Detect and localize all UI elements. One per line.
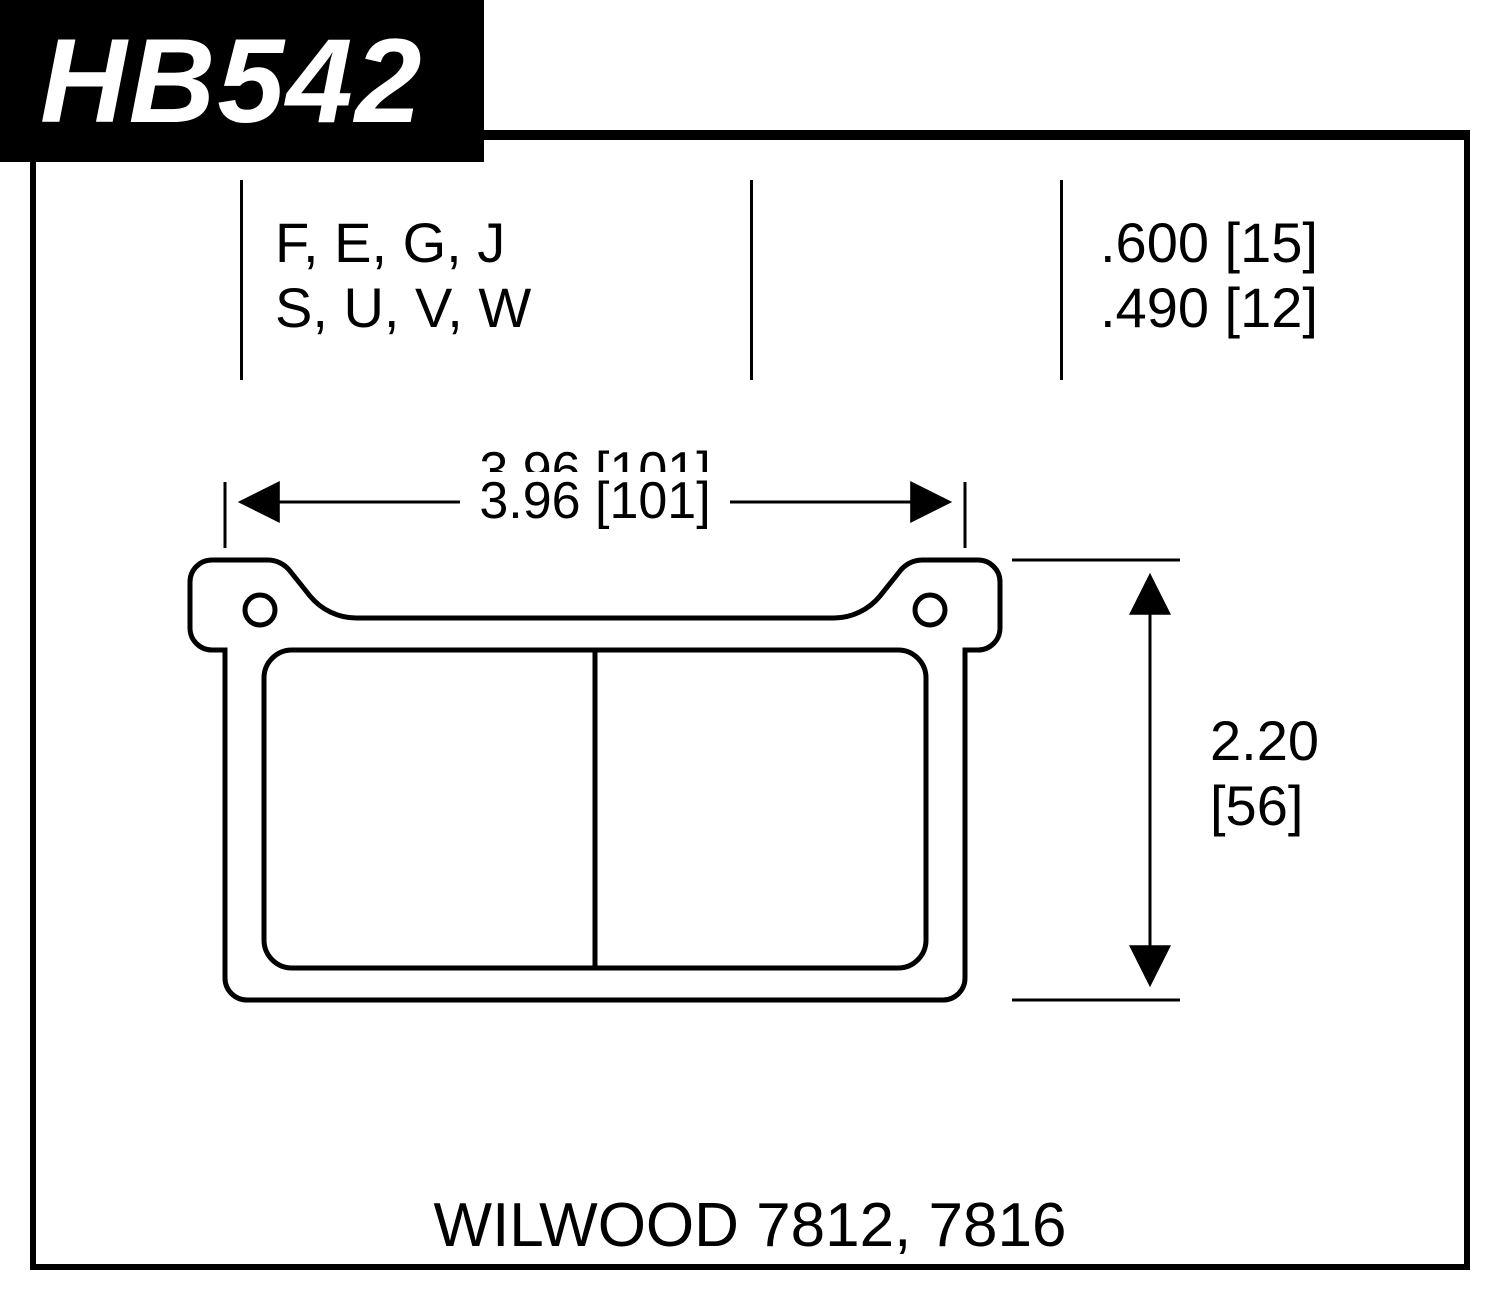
thickness-line-2: .490 [12] — [1100, 275, 1318, 340]
height-dimension — [1012, 560, 1180, 1000]
cross-reference-label: WILWOOD 7812, 7816 — [434, 1190, 1067, 1261]
height-dimension-label-1: 2.20 — [1210, 709, 1319, 772]
brake-pad-diagram: 3.96 [101] 3.96 [101] 2.20 [56] — [60, 440, 1440, 1120]
header-tick-1 — [240, 180, 243, 380]
mounting-hole-right — [915, 595, 945, 625]
page: HB542 F, E, G, J S, U, V, W .600 [15] .4… — [0, 0, 1500, 1296]
compound-codes-line-2: S, U, V, W — [275, 275, 531, 340]
mounting-hole-left — [245, 595, 275, 625]
header-tick-3 — [1060, 180, 1063, 380]
width-dimension-label-fg: 3.96 [101] — [479, 472, 710, 530]
pad-outline-group — [190, 560, 1000, 1000]
header-tick-2 — [750, 180, 753, 380]
thickness-line-1: .600 [15] — [1100, 210, 1318, 275]
height-dimension-label-2: [56] — [1210, 774, 1303, 837]
compound-codes-line-1: F, E, G, J — [275, 210, 505, 275]
